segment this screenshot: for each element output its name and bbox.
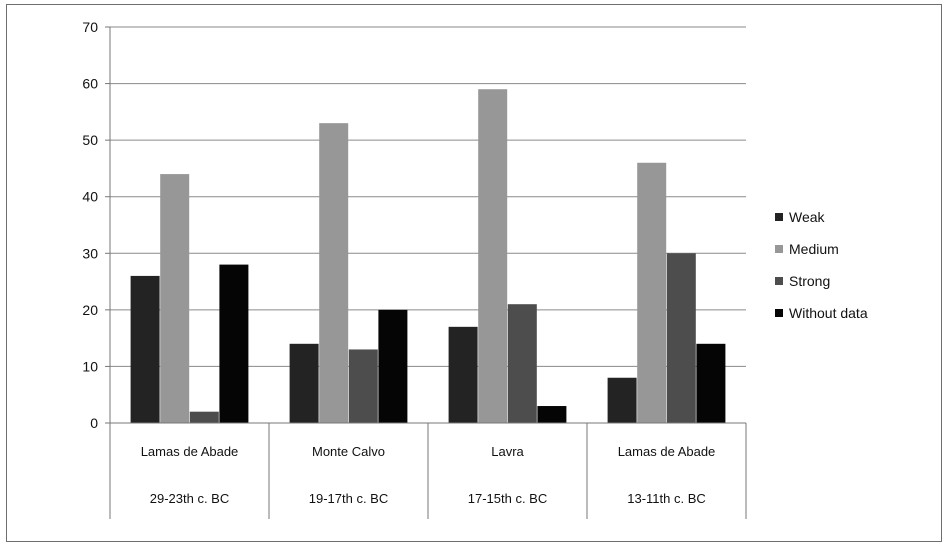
legend-label: Without data xyxy=(789,305,868,321)
x-tick-label-period: 29-23th c. BC xyxy=(150,491,230,506)
y-tick-label: 40 xyxy=(82,189,98,205)
bar-without-data xyxy=(219,264,249,423)
bar-strong xyxy=(507,304,537,423)
bar-medium xyxy=(478,89,508,423)
x-tick-label-period: 17-15th c. BC xyxy=(468,491,548,506)
x-tick-label-period: 13-11th c. BC xyxy=(627,491,706,506)
bar-without-data xyxy=(696,343,726,423)
bars xyxy=(130,89,726,424)
bar-weak xyxy=(607,377,637,423)
bar-medium xyxy=(637,162,667,423)
y-tick-label: 70 xyxy=(82,19,98,35)
bar-strong xyxy=(666,253,696,423)
y-axis-ticks: 0 10 20 30 40 50 60 70 xyxy=(82,19,110,431)
y-tick-label: 60 xyxy=(82,76,98,92)
bar-strong xyxy=(189,411,219,423)
bar-without-data xyxy=(537,406,567,423)
bar-medium xyxy=(319,123,349,424)
x-tick-label-site: Lamas de Abade xyxy=(141,444,239,459)
bar-strong xyxy=(348,349,378,423)
legend-swatch xyxy=(775,245,783,253)
bar-without-data xyxy=(378,309,408,423)
x-tick-label-site: Monte Calvo xyxy=(312,444,385,459)
x-axis-labels: Lamas de Abade 29-23th c. BC Monte Calvo 19… xyxy=(109,423,747,519)
legend-swatch xyxy=(775,277,783,285)
y-tick-label: 50 xyxy=(82,132,98,148)
y-tick-label: 30 xyxy=(82,245,98,261)
bar-weak xyxy=(448,326,478,423)
bar-medium xyxy=(160,174,190,423)
x-tick-label-site: Lamas de Abade xyxy=(618,444,716,459)
y-tick-label: 20 xyxy=(82,302,98,318)
bar-weak xyxy=(130,275,160,423)
x-tick-label-period: 19-17th c. BC xyxy=(309,491,389,506)
legend: Weak Medium Strong Without data xyxy=(775,209,868,321)
legend-label: Strong xyxy=(789,273,830,289)
legend-label: Medium xyxy=(789,241,839,257)
x-tick-label-site: Lavra xyxy=(491,444,524,459)
bar-weak xyxy=(289,343,319,423)
y-tick-label: 10 xyxy=(82,358,98,374)
legend-label: Weak xyxy=(789,209,826,225)
legend-swatch xyxy=(775,309,783,317)
y-tick-label: 0 xyxy=(90,415,98,431)
legend-swatch xyxy=(775,213,783,221)
